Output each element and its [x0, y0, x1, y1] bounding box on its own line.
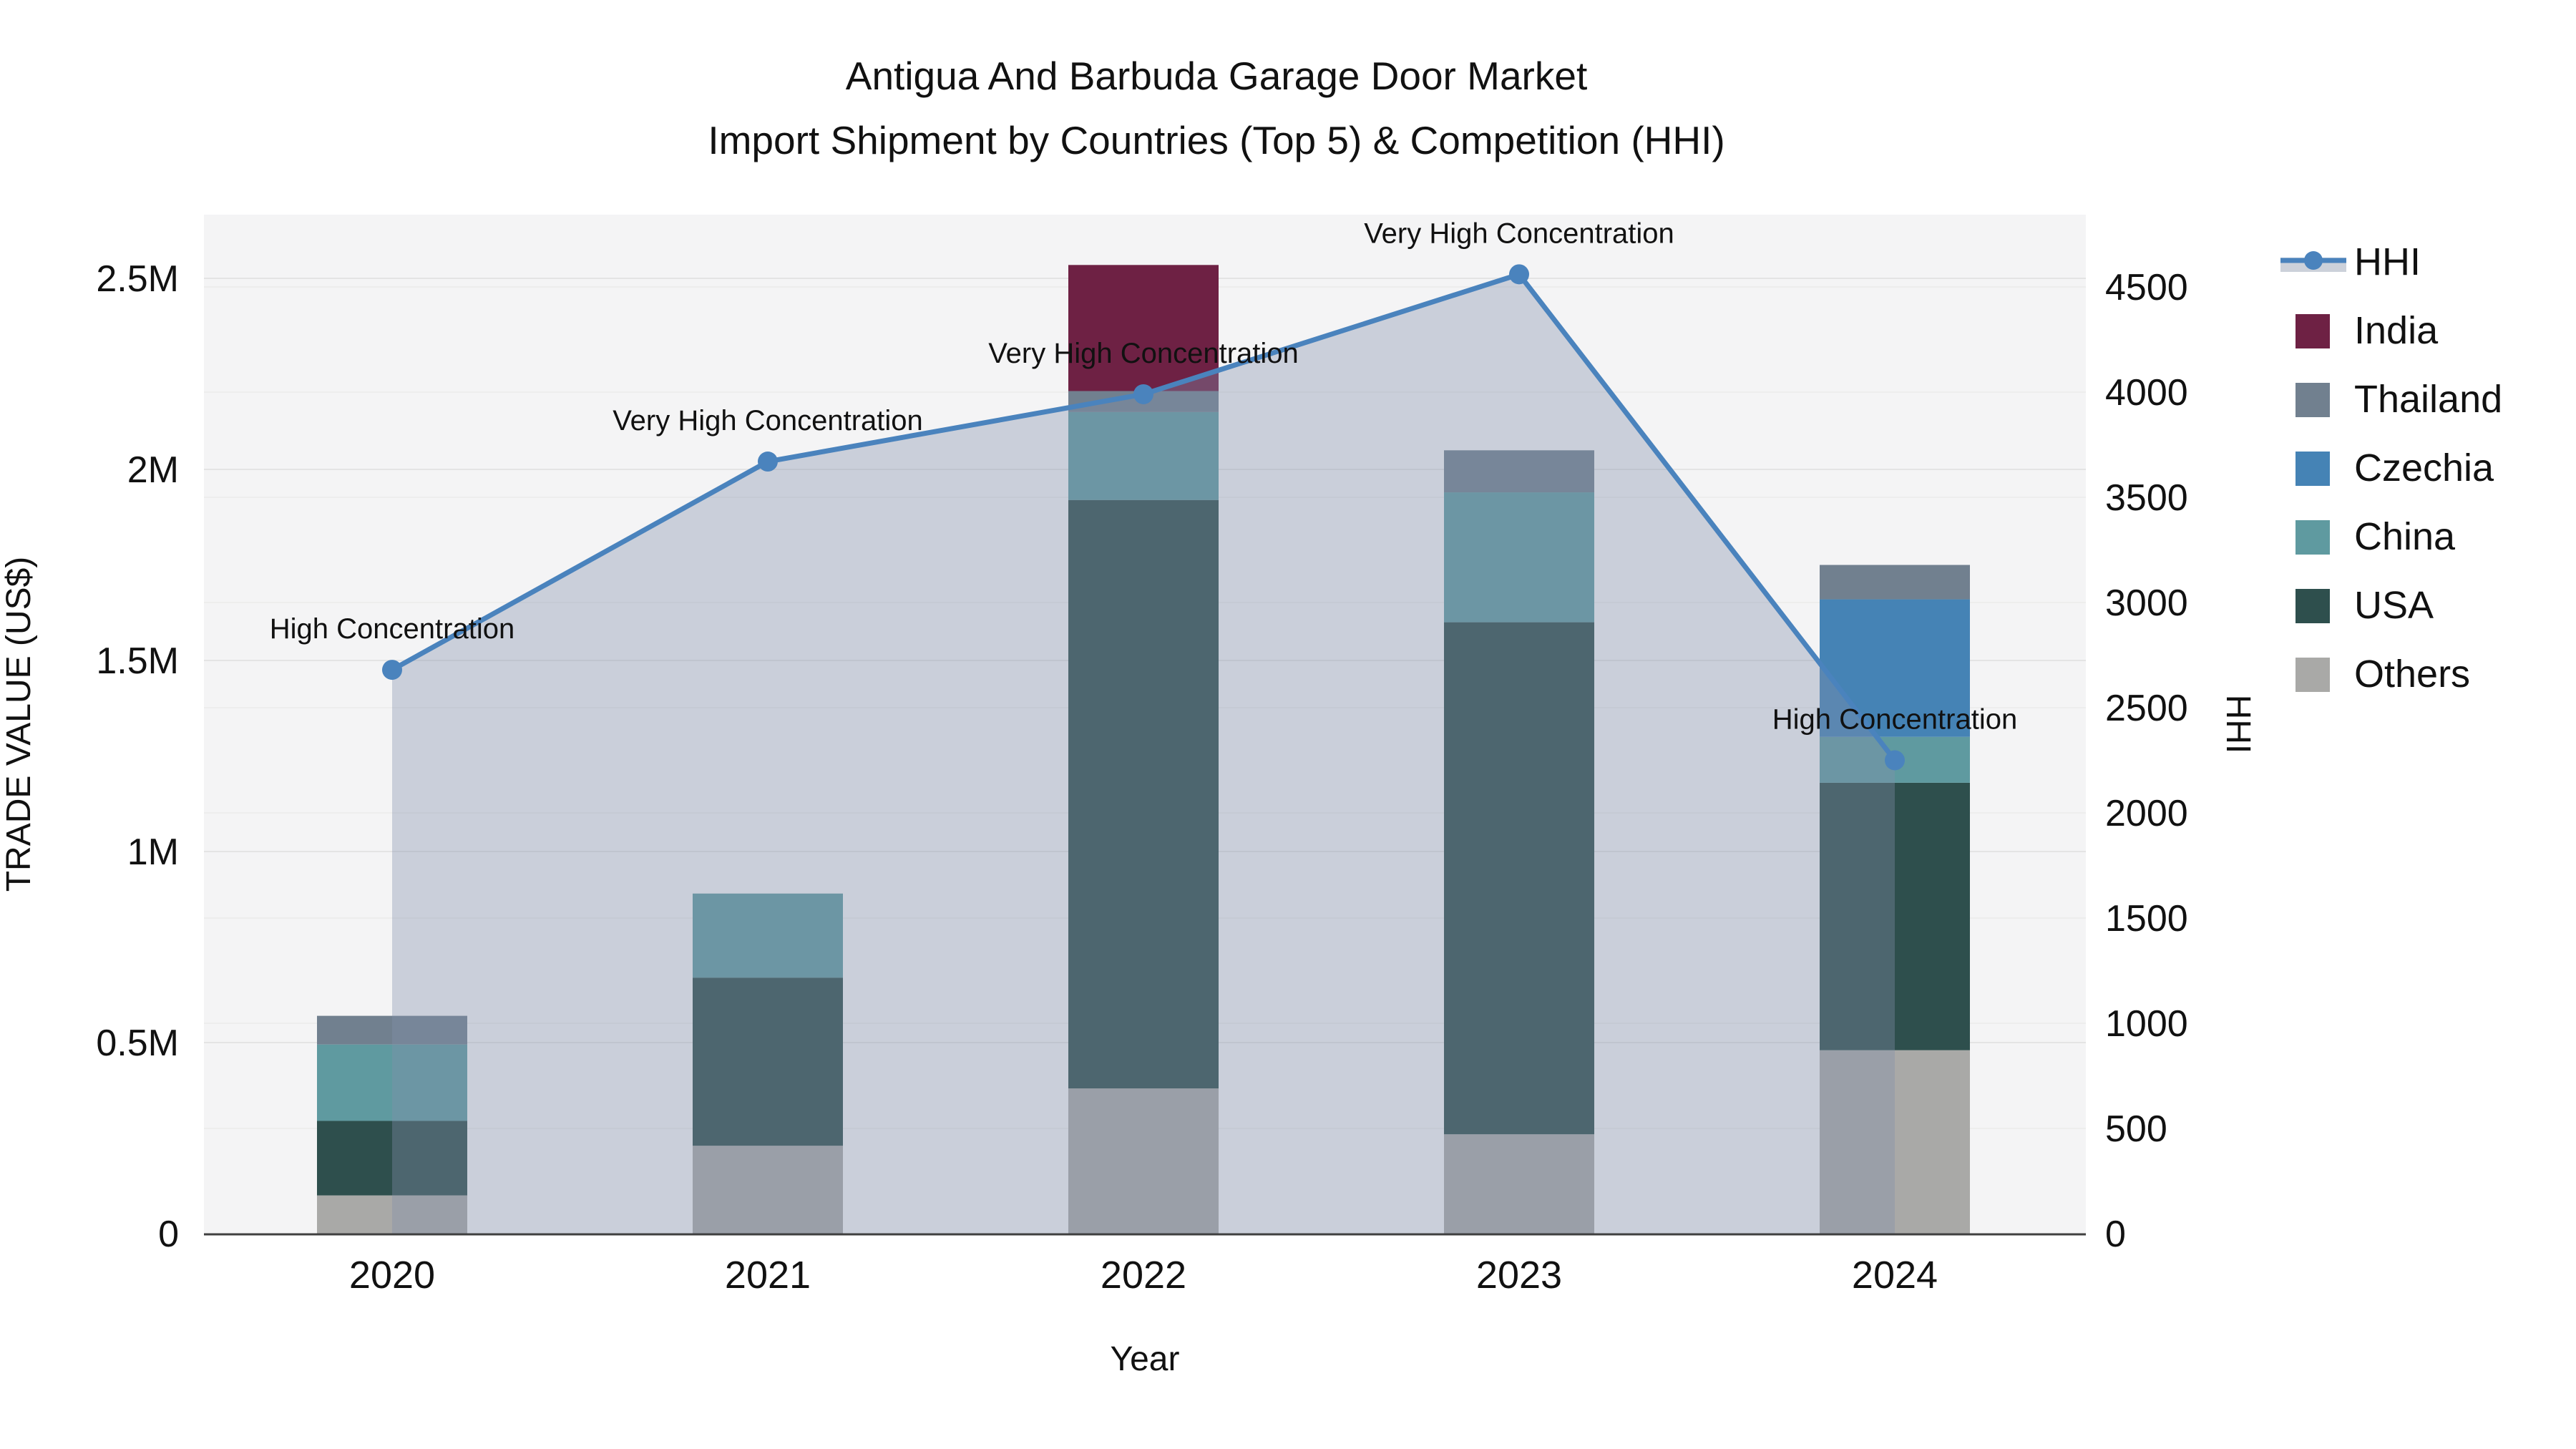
legend-swatch-icon: [2296, 520, 2330, 555]
bar-segment-china-2023: [1444, 492, 1594, 623]
legend-item-china[interactable]: China: [2296, 515, 2456, 558]
y-right-tick-4500: 4500: [2105, 267, 2188, 308]
x-axis-ticks: 2020 2021 2022 2023 2024: [349, 1254, 1938, 1297]
bar-segment-others-2024: [1820, 1050, 1970, 1234]
legend-label: China: [2354, 515, 2456, 558]
hhi-line: [382, 264, 1905, 771]
bar-segment-others-2021: [693, 1146, 843, 1234]
y-right-tick-0: 0: [2105, 1214, 2126, 1255]
y-right-tick-1500: 1500: [2105, 898, 2188, 940]
legend-item-thailand[interactable]: Thailand: [2296, 378, 2502, 421]
hhi-area-fill: [392, 274, 1895, 1234]
annotation-2022: Very High Concentration: [988, 338, 1299, 369]
legend-swatch-icon: [2296, 452, 2330, 486]
hhi-marker-2021: [758, 452, 778, 472]
y-right-tick-1000: 1000: [2105, 1003, 2188, 1045]
bar-segment-others-2020: [317, 1195, 467, 1234]
bar-segment-thailand-2020: [317, 1015, 467, 1045]
legend-label: Czechia: [2354, 447, 2494, 489]
legend-swatch-icon: [2296, 589, 2330, 623]
x-tick-2022: 2022: [1101, 1254, 1186, 1297]
y-left-tick-0: 0: [158, 1214, 179, 1255]
bar-segment-usa-2023: [1444, 622, 1594, 1135]
hhi-fill-region: [392, 274, 1895, 1234]
annotation-2023: Very High Concentration: [1364, 218, 1674, 249]
y-left-tick-2M: 2M: [127, 449, 179, 491]
bar-segment-czechia-2024: [1820, 599, 1970, 737]
bar-segment-others-2022: [1068, 1088, 1219, 1234]
y-left-tick-2.5M: 2.5M: [96, 258, 179, 300]
y-axis-left-ticks: 0 0.5M 1M 1.5M 2M 2.5M: [96, 258, 179, 1255]
y-axis-right-ticks: 0 500 1000 1500 2000 2500 3000 3500 4000 4500: [2105, 267, 2188, 1255]
hhi-marker-2023: [1509, 264, 1529, 285]
legend-item-others[interactable]: Others: [2296, 653, 2470, 696]
y-right-tick-500: 500: [2105, 1108, 2167, 1150]
legend-label: HHI: [2354, 240, 2421, 283]
legend-label: USA: [2354, 584, 2434, 627]
legend-item-hhi[interactable]: HHI: [2280, 240, 2421, 283]
bar-segment-usa-2021: [693, 977, 843, 1146]
chart-title-line1: Antigua And Barbuda Garage Door Market: [846, 54, 1587, 98]
y-right-tick-3500: 3500: [2105, 477, 2188, 519]
x-axis-title: Year: [1111, 1340, 1180, 1378]
y-axis-left-title: TRADE VALUE (US$): [0, 557, 38, 892]
annotation-2021: Very High Concentration: [613, 405, 923, 436]
legend: HHI India Thailand Czechia China USA Others: [2280, 240, 2502, 696]
y-left-tick-0.5M: 0.5M: [96, 1023, 179, 1064]
y-right-tick-2500: 2500: [2105, 688, 2188, 729]
hhi-marker-2022: [1133, 384, 1153, 404]
bar-segment-others-2023: [1444, 1134, 1594, 1234]
bar-segment-india-2022: [1068, 265, 1219, 391]
bar-segment-china-2020: [317, 1044, 467, 1121]
y-right-tick-3000: 3000: [2105, 582, 2188, 624]
y-left-tick-1.5M: 1.5M: [96, 640, 179, 682]
bar-segment-thailand-2024: [1820, 565, 1970, 600]
legend-label: Others: [2354, 653, 2470, 696]
x-tick-2021: 2021: [725, 1254, 811, 1297]
y-left-tick-1M: 1M: [127, 831, 179, 873]
y-axis-right-title: HHI: [2219, 695, 2257, 754]
bar-segment-usa-2022: [1068, 499, 1219, 1089]
bar-segment-china-2022: [1068, 411, 1219, 500]
bar-segment-usa-2024: [1820, 782, 1970, 1050]
stacked-bars: [317, 265, 1970, 1234]
bar-segment-china-2021: [693, 893, 843, 978]
annotation-2020: High Concentration: [270, 613, 514, 645]
legend-item-usa[interactable]: USA: [2296, 584, 2434, 627]
hhi-annotations: High Concentration Very High Concentratio…: [270, 218, 2017, 735]
legend-label: India: [2354, 309, 2439, 352]
legend-swatch-icon: [2296, 314, 2330, 348]
x-tick-2023: 2023: [1476, 1254, 1562, 1297]
y-right-tick-2000: 2000: [2105, 793, 2188, 834]
bar-segment-usa-2020: [317, 1121, 467, 1196]
legend-item-czechia[interactable]: Czechia: [2296, 447, 2494, 489]
legend-label: Thailand: [2354, 378, 2502, 421]
bar-segment-thailand-2023: [1444, 450, 1594, 493]
chart-title-line2: Import Shipment by Countries (Top 5) & C…: [708, 118, 1724, 162]
y-right-tick-4000: 4000: [2105, 372, 2188, 414]
legend-swatch-icon: [2296, 658, 2330, 692]
legend-swatch-icon: [2296, 383, 2330, 417]
hhi-marker-2020: [382, 660, 402, 680]
legend-hhi-marker-icon: [2304, 251, 2323, 270]
hhi-marker-2024: [1885, 750, 1905, 771]
annotation-2024: High Concentration: [1772, 704, 2017, 736]
x-tick-2020: 2020: [349, 1254, 435, 1297]
x-tick-2024: 2024: [1852, 1254, 1938, 1297]
legend-item-india[interactable]: India: [2296, 309, 2439, 352]
